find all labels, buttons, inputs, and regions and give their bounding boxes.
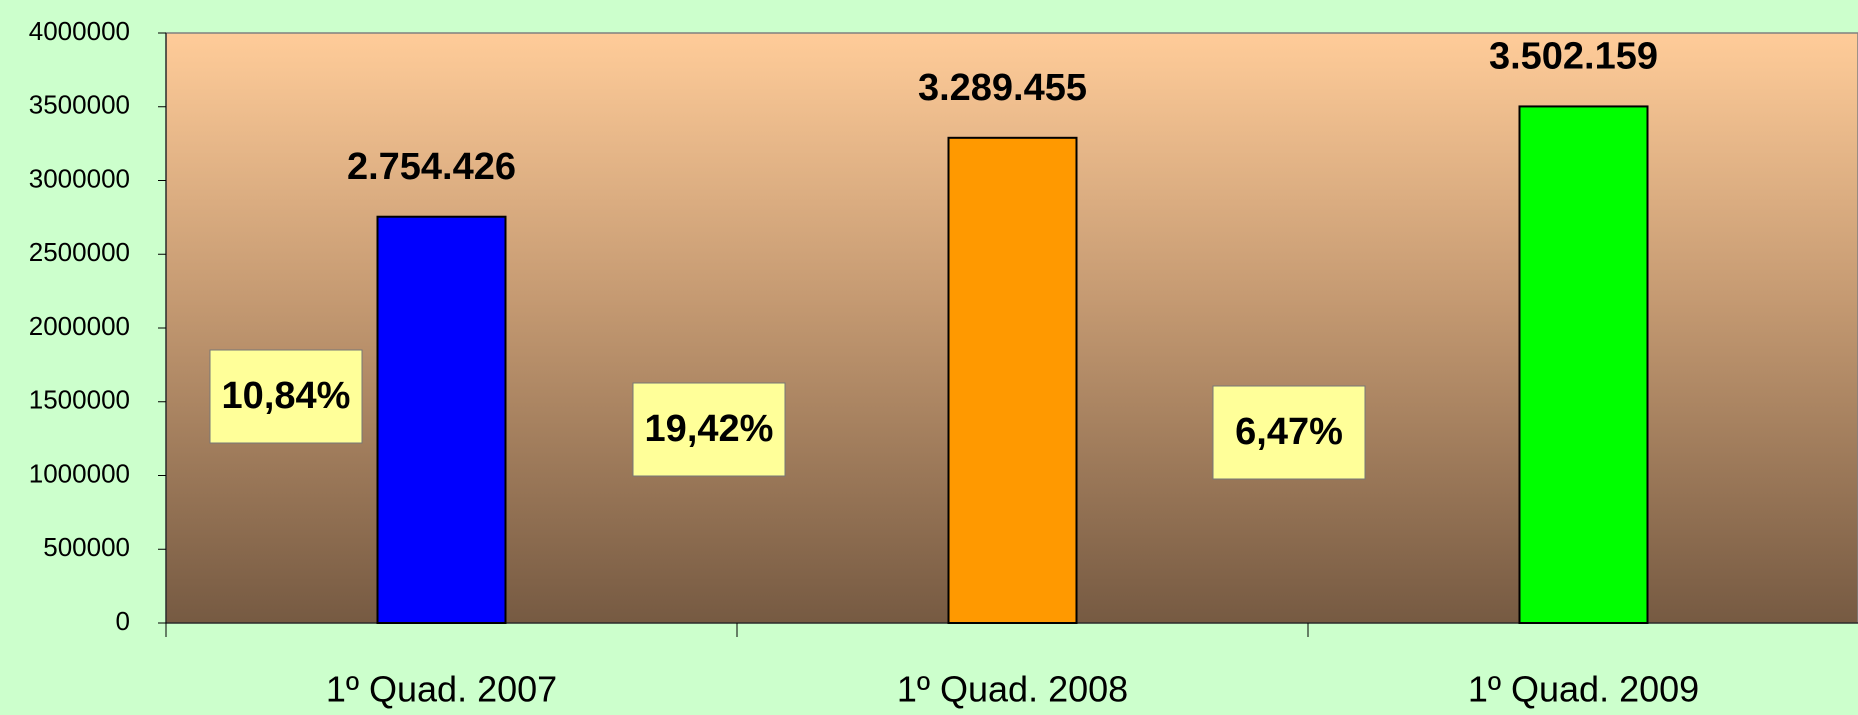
annotation-box <box>632 382 786 477</box>
value-label: 2.754.426 <box>347 146 516 188</box>
annotation-box <box>209 349 363 444</box>
value-label: 3.502.159 <box>1489 35 1658 77</box>
annotation-box <box>1212 385 1366 480</box>
annotation: 6,47% <box>1235 411 1343 453</box>
annotation: 19,42% <box>645 408 774 450</box>
y-tick-label: 2500000 <box>29 237 130 267</box>
y-tick-label: 3000000 <box>29 163 130 193</box>
y-tick-label: 2000000 <box>29 311 130 341</box>
bar <box>1518 105 1649 625</box>
y-tick-label: 0 <box>116 606 130 636</box>
x-tick-label: 1º Quad. 2009 <box>1468 669 1699 710</box>
x-tick-label: 1º Quad. 2008 <box>897 669 1128 710</box>
y-tick-label: 1000000 <box>29 458 130 488</box>
y-tick-label: 4000000 <box>29 16 130 46</box>
bar <box>376 215 507 624</box>
annotation: 10,84% <box>222 375 351 417</box>
y-tick-label: 500000 <box>43 532 130 562</box>
y-tick-label: 1500000 <box>29 385 130 415</box>
value-label: 3.289.455 <box>918 67 1087 109</box>
x-tick-label: 1º Quad. 2007 <box>326 669 557 710</box>
y-tick-label: 3500000 <box>29 90 130 120</box>
bar <box>947 136 1078 624</box>
